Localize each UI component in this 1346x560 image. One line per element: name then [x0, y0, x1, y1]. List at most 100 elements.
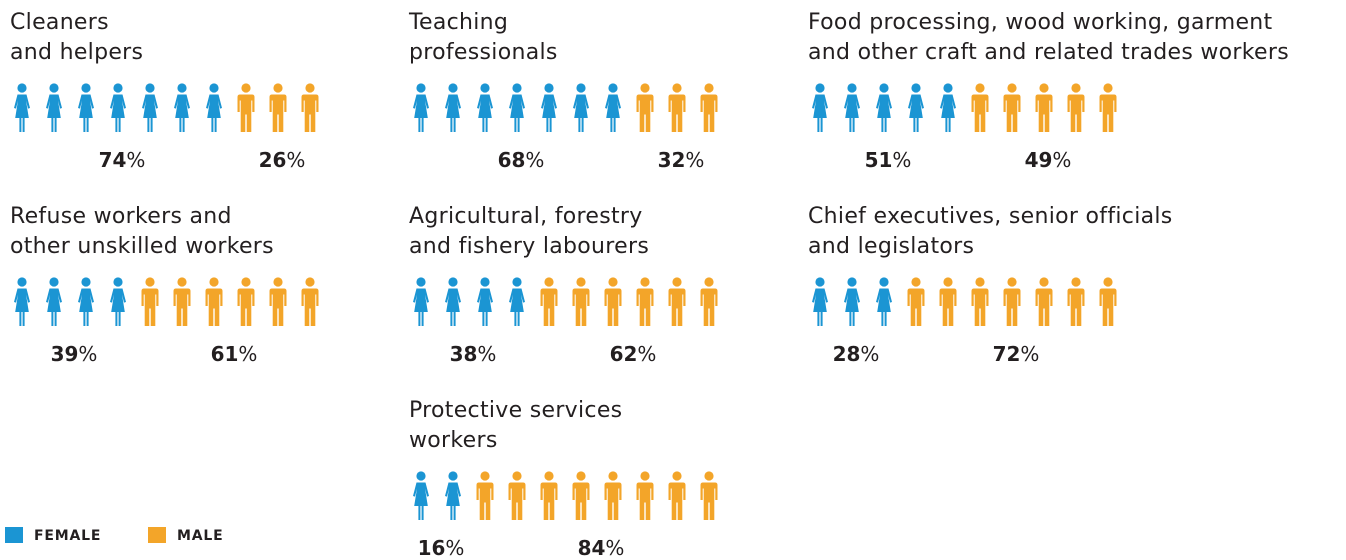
icon-row: [808, 277, 1128, 327]
panel-title-line: workers: [409, 428, 498, 453]
man-icon: [636, 471, 654, 520]
icon-row: [10, 277, 330, 327]
woman-icon: [14, 277, 30, 326]
woman-icon: [844, 277, 860, 326]
woman-icon: [78, 277, 94, 326]
icon-row: [409, 471, 729, 521]
male-percentage-value: 61: [210, 342, 239, 366]
panel-title-line: and helpers: [10, 40, 144, 65]
panel-title-line: Agricultural, forestry: [409, 204, 643, 229]
panel-title: Protective services workers: [409, 396, 622, 456]
man-icon: [237, 83, 255, 132]
man-icon: [700, 277, 718, 326]
woman-icon: [908, 83, 924, 132]
man-icon: [939, 277, 957, 326]
legend-label-female: FEMALE: [34, 528, 102, 544]
male-percentage: 72%: [993, 342, 1040, 366]
woman-icon: [174, 83, 190, 132]
woman-icon: [844, 83, 860, 132]
male-percentage: 62%: [610, 342, 657, 366]
male-percentage-symbol: %: [286, 148, 306, 172]
female-percentage-value: 74: [98, 148, 127, 172]
man-icon: [540, 277, 558, 326]
man-icon: [1067, 277, 1085, 326]
man-icon: [971, 277, 989, 326]
woman-icon: [413, 83, 429, 132]
woman-icon: [605, 83, 621, 132]
woman-icon: [445, 471, 461, 520]
legend-label-male: MALE: [177, 528, 224, 544]
woman-icon: [812, 277, 828, 326]
male-percentage-symbol: %: [637, 342, 657, 366]
male-percentage: 32%: [658, 148, 705, 172]
man-icon: [141, 277, 159, 326]
man-icon: [604, 471, 622, 520]
panel-title: Agricultural, forestry and fishery labour…: [409, 202, 649, 262]
male-percentage-symbol: %: [605, 536, 625, 560]
female-percentage-symbol: %: [477, 342, 497, 366]
female-percentage-value: 38: [449, 342, 478, 366]
panel-title-line: Cleaners: [10, 10, 109, 35]
man-icon: [1003, 277, 1021, 326]
panel-title: Food processing, wood working, garment an…: [808, 8, 1289, 68]
male-percentage-symbol: %: [1052, 148, 1072, 172]
man-icon: [237, 277, 255, 326]
male-percentage-symbol: %: [1020, 342, 1040, 366]
man-icon: [636, 277, 654, 326]
legend-swatch-male: [148, 527, 166, 543]
female-percentage: 16%: [418, 536, 465, 560]
female-percentage-symbol: %: [525, 148, 545, 172]
female-percentage-symbol: %: [445, 536, 465, 560]
woman-icon: [445, 83, 461, 132]
panel-title: Teaching professionals: [409, 8, 558, 68]
man-icon: [572, 277, 590, 326]
woman-icon: [46, 277, 62, 326]
female-percentage-symbol: %: [78, 342, 98, 366]
man-icon: [907, 277, 925, 326]
female-percentage-symbol: %: [892, 148, 912, 172]
panel-title: Chief executives, senior officials and le…: [808, 202, 1173, 262]
woman-icon: [940, 83, 956, 132]
woman-icon: [413, 471, 429, 520]
female-percentage: 28%: [833, 342, 880, 366]
woman-icon: [477, 277, 493, 326]
icon-row: [10, 83, 330, 133]
man-icon: [1099, 277, 1117, 326]
female-percentage-value: 16: [417, 536, 446, 560]
man-icon: [540, 471, 558, 520]
man-icon: [301, 277, 319, 326]
man-icon: [700, 83, 718, 132]
woman-icon: [46, 83, 62, 132]
woman-icon: [445, 277, 461, 326]
icon-row: [808, 83, 1128, 133]
female-percentage-value: 51: [864, 148, 893, 172]
male-percentage: 84%: [578, 536, 625, 560]
male-percentage: 49%: [1025, 148, 1072, 172]
woman-icon: [110, 277, 126, 326]
woman-icon: [142, 83, 158, 132]
panel-title-line: Chief executives, senior officials: [808, 204, 1173, 229]
female-percentage: 39%: [51, 342, 98, 366]
icon-row: [409, 83, 729, 133]
legend-swatch-female: [5, 527, 23, 543]
man-icon: [1003, 83, 1021, 132]
man-icon: [508, 471, 526, 520]
male-percentage: 26%: [259, 148, 306, 172]
woman-icon: [812, 83, 828, 132]
man-icon: [476, 471, 494, 520]
female-percentage: 38%: [450, 342, 497, 366]
woman-icon: [876, 83, 892, 132]
woman-icon: [78, 83, 94, 132]
woman-icon: [541, 83, 557, 132]
man-icon: [668, 471, 686, 520]
man-icon: [1035, 83, 1053, 132]
male-percentage-symbol: %: [685, 148, 705, 172]
panel-title-line: and legislators: [808, 234, 975, 259]
male-percentage-value: 49: [1024, 148, 1053, 172]
panel-title-line: Refuse workers and: [10, 204, 232, 229]
male-percentage-symbol: %: [238, 342, 258, 366]
woman-icon: [14, 83, 30, 132]
man-icon: [1099, 83, 1117, 132]
panel-title-line: Protective services: [409, 398, 623, 423]
man-icon: [205, 277, 223, 326]
